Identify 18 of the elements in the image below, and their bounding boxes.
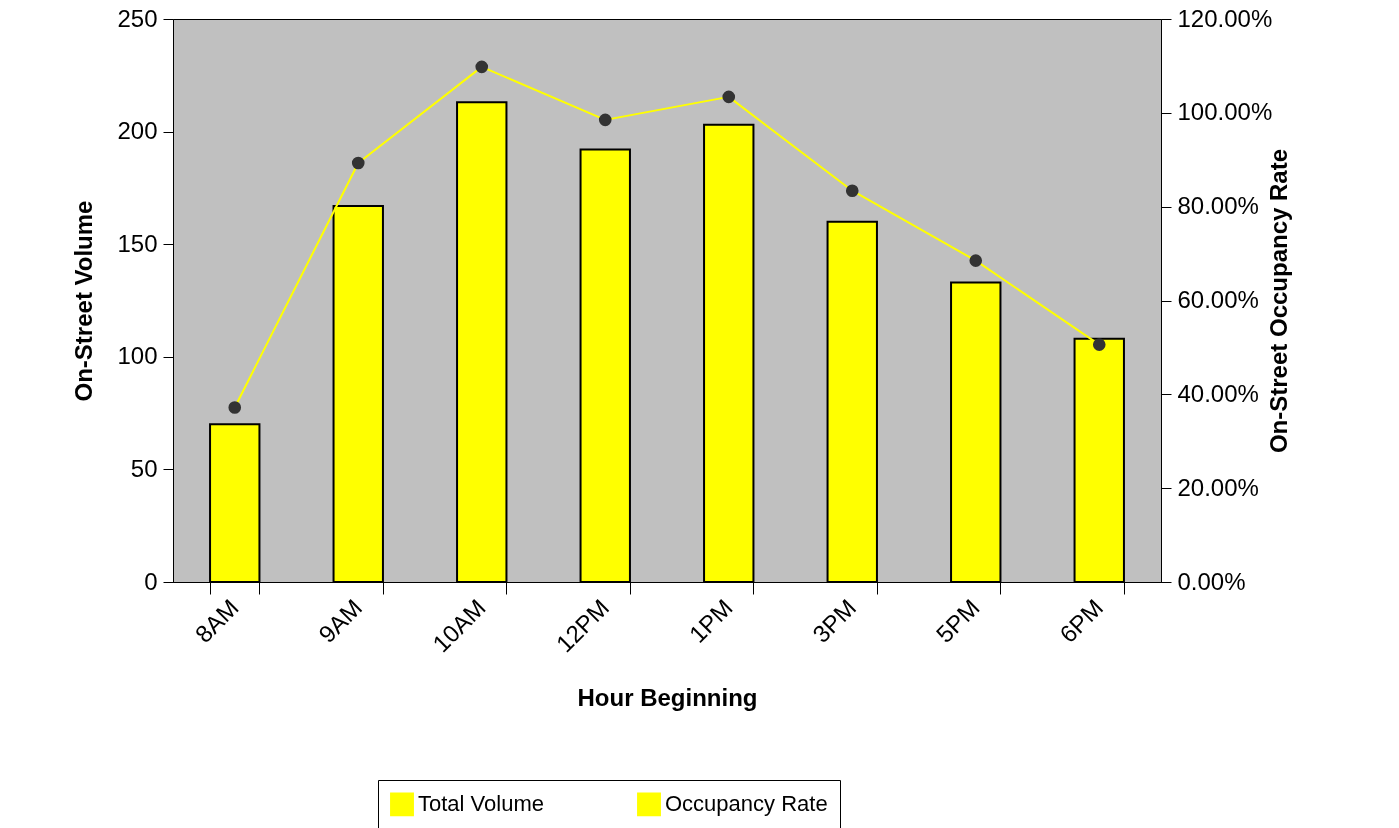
y2-axis-title: On-Street Occupancy Rate (1265, 148, 1293, 454)
y2-tick-label: 80.00% (1177, 192, 1259, 220)
y-tick-label: 250 (117, 4, 158, 32)
legend-label: Total Volume (418, 791, 544, 817)
y2-tick-label: 60.00% (1177, 286, 1259, 313)
y2-tick-label: 100.00% (1177, 98, 1273, 126)
y2-tick-label: 0.00% (1177, 567, 1246, 595)
y2-tick-label: 120.00% (1177, 4, 1273, 32)
y-axis-title: On-Street Volume (70, 200, 98, 402)
y2-tick-label: 40.00% (1177, 379, 1259, 407)
x-axis-title: Hour Beginning (577, 684, 758, 712)
y-tick-label: 100 (117, 342, 158, 370)
y-tick-label: 50 (130, 454, 158, 482)
y-tick-label: 200 (117, 117, 158, 145)
legend-label: Occupancy Rate (665, 791, 828, 817)
y2-tick-label: 20.00% (1177, 473, 1259, 501)
y-tick-label: 0 (144, 567, 158, 595)
y-tick-label: 150 (117, 229, 158, 257)
